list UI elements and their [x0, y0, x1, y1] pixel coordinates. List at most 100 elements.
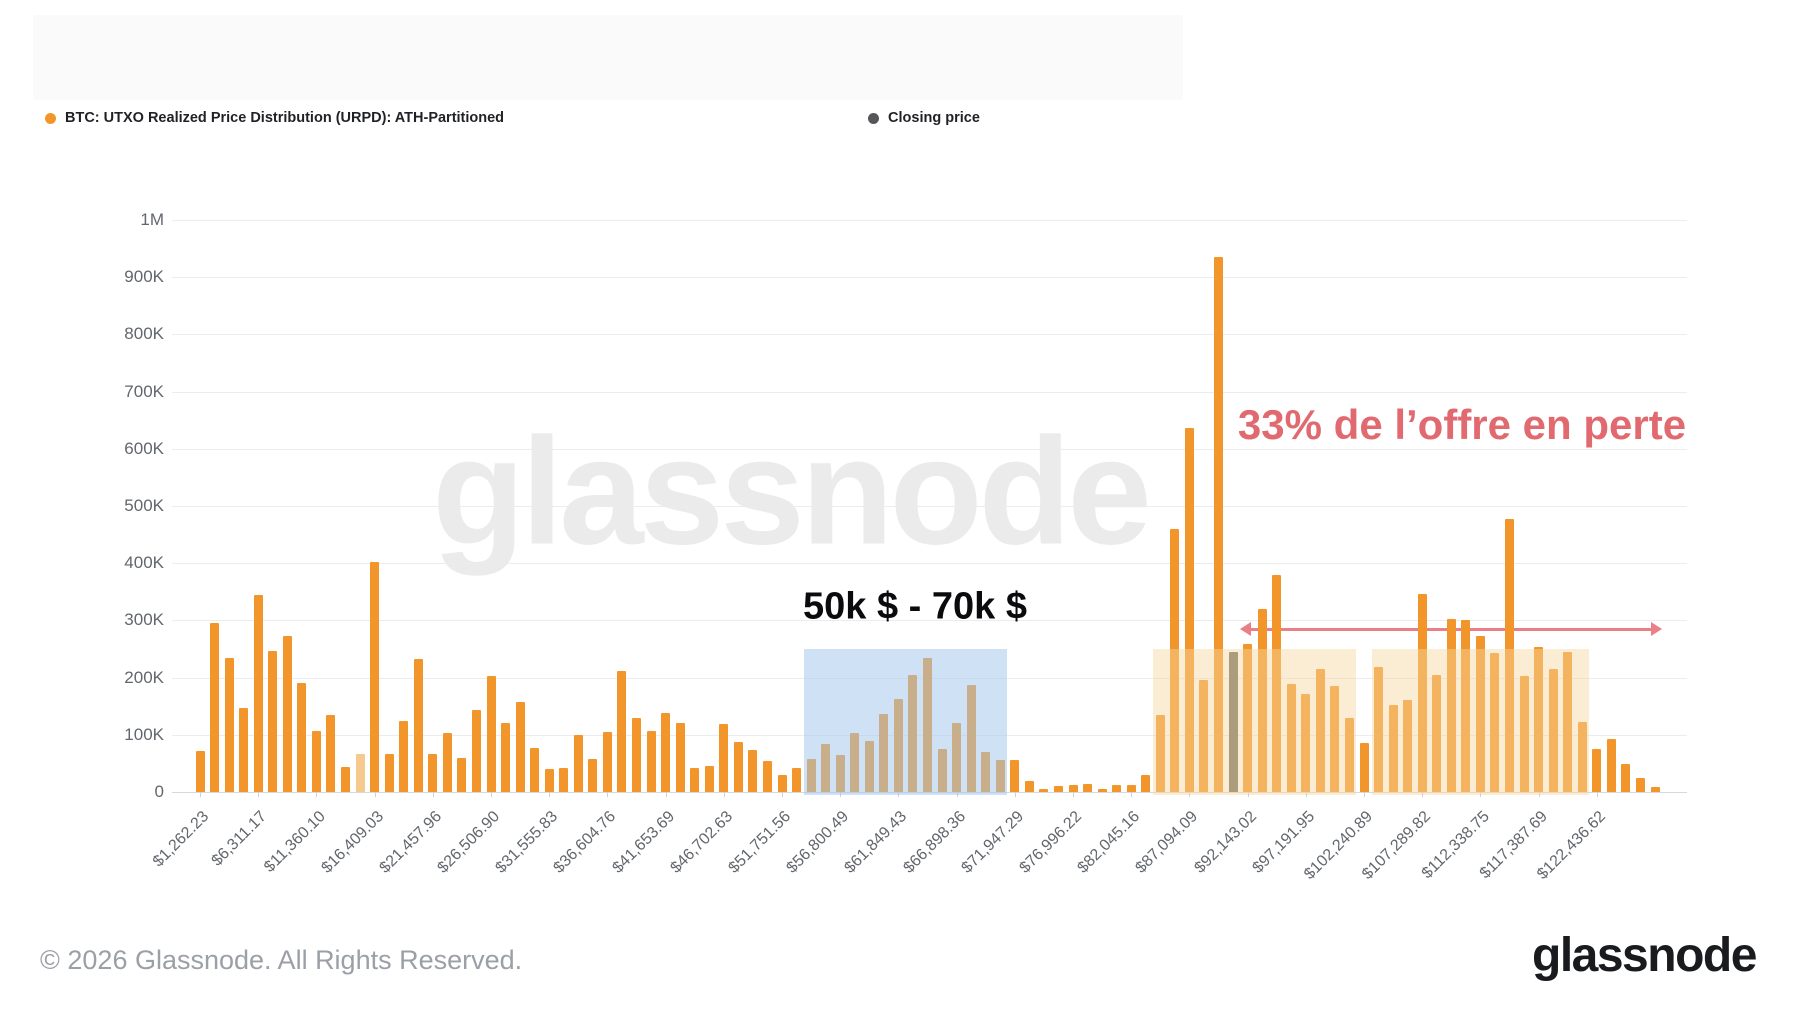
urpd-bar[interactable]: [1505, 519, 1514, 792]
urpd-bar[interactable]: [632, 718, 641, 792]
closing-price-bar[interactable]: [1228, 651, 1238, 792]
urpd-bar[interactable]: [311, 731, 321, 792]
urpd-bar[interactable]: [1053, 785, 1063, 792]
urpd-bar[interactable]: [1592, 749, 1602, 792]
gridline-800K: [172, 334, 1687, 336]
urpd-bar[interactable]: [1170, 528, 1180, 792]
urpd-bar[interactable]: [1126, 785, 1136, 792]
urpd-bar[interactable]: [1243, 644, 1253, 792]
urpd-bar[interactable]: [1635, 777, 1645, 792]
urpd-bar[interactable]: [282, 635, 292, 792]
urpd-bar[interactable]: [442, 732, 452, 792]
urpd-bar[interactable]: [1563, 652, 1573, 792]
urpd-bar[interactable]: [733, 742, 743, 792]
x-tick: [1596, 792, 1598, 797]
urpd-bar[interactable]: [1534, 646, 1544, 792]
urpd-bar[interactable]: [1403, 700, 1413, 792]
urpd-bar[interactable]: [1548, 669, 1558, 792]
y-axis-label-900K: 900K: [124, 267, 164, 287]
urpd-bar[interactable]: [530, 747, 540, 792]
urpd-bar[interactable]: [646, 730, 656, 792]
urpd-bar[interactable]: [413, 659, 423, 792]
urpd-bar[interactable]: [792, 767, 802, 792]
urpd-bar[interactable]: [1475, 635, 1485, 792]
urpd-bar[interactable]: [1272, 574, 1282, 792]
urpd-bar[interactable]: [1446, 619, 1456, 792]
legend-item-urpd[interactable]: BTC: UTXO Realized Price Distribution (U…: [45, 110, 504, 126]
urpd-bar[interactable]: [399, 721, 409, 792]
urpd-bar[interactable]: [1068, 784, 1078, 792]
urpd-bar[interactable]: [355, 754, 365, 792]
urpd-bar[interactable]: [544, 769, 554, 792]
x-tick: [782, 792, 783, 797]
urpd-bar[interactable]: [1083, 784, 1093, 792]
x-tick: [491, 792, 492, 797]
x-tick: [200, 792, 201, 797]
urpd-bar[interactable]: [1432, 674, 1442, 792]
urpd-bar[interactable]: [1374, 667, 1384, 792]
urpd-bar[interactable]: [675, 722, 685, 792]
urpd-bar[interactable]: [1417, 593, 1427, 792]
urpd-bar[interactable]: [1650, 787, 1660, 792]
urpd-bar[interactable]: [559, 767, 569, 792]
urpd-bar[interactable]: [1039, 788, 1049, 792]
urpd-bar[interactable]: [341, 766, 350, 792]
urpd-bar[interactable]: [1621, 763, 1631, 792]
urpd-bar[interactable]: [224, 657, 234, 792]
x-tick: [1538, 792, 1540, 797]
urpd-bar[interactable]: [326, 715, 336, 792]
urpd-bar[interactable]: [1519, 675, 1529, 792]
urpd-bar[interactable]: [690, 767, 700, 792]
urpd-bar[interactable]: [588, 759, 598, 792]
x-axis-label: $21,457.96: [376, 808, 445, 877]
y-axis-label-500K: 500K: [124, 496, 164, 515]
urpd-bar[interactable]: [1024, 781, 1034, 792]
urpd-bar[interactable]: [617, 671, 627, 792]
urpd-bar[interactable]: [1155, 715, 1165, 792]
urpd-bar[interactable]: [573, 735, 583, 792]
y-axis-label-400K: 400K: [124, 553, 164, 573]
legend-item-closing-price[interactable]: Closing price: [868, 110, 980, 126]
urpd-bar[interactable]: [370, 562, 380, 792]
urpd-bar[interactable]: [704, 765, 714, 792]
urpd-bar[interactable]: [1112, 784, 1122, 792]
urpd-bar[interactable]: [428, 754, 438, 792]
urpd-bar[interactable]: [1301, 693, 1311, 792]
urpd-bar[interactable]: [1199, 679, 1209, 792]
urpd-bar[interactable]: [486, 676, 496, 792]
legend: BTC: UTXO Realized Price Distribution (U…: [45, 108, 980, 128]
urpd-bar[interactable]: [762, 761, 772, 792]
urpd-bar[interactable]: [748, 749, 758, 792]
urpd-bar[interactable]: [253, 594, 263, 792]
urpd-bar[interactable]: [1184, 427, 1194, 792]
urpd-bar[interactable]: [471, 709, 481, 792]
urpd-bar[interactable]: [1286, 684, 1296, 792]
urpd-bar[interactable]: [1257, 608, 1267, 792]
urpd-bar[interactable]: [1490, 653, 1500, 792]
urpd-bar[interactable]: [297, 683, 307, 792]
urpd-bar[interactable]: [602, 731, 612, 792]
urpd-bar[interactable]: [1359, 743, 1369, 792]
urpd-bar[interactable]: [1606, 739, 1616, 792]
urpd-bar[interactable]: [268, 650, 278, 792]
urpd-bar[interactable]: [1577, 722, 1587, 792]
urpd-bar[interactable]: [1141, 774, 1151, 792]
urpd-bar[interactable]: [384, 754, 394, 792]
urpd-bar[interactable]: [501, 722, 511, 792]
urpd-bar[interactable]: [1315, 669, 1325, 792]
urpd-bar[interactable]: [457, 758, 467, 792]
urpd-bar[interactable]: [1010, 759, 1020, 792]
urpd-bar[interactable]: [1214, 257, 1223, 792]
urpd-bar[interactable]: [515, 701, 525, 792]
urpd-bar[interactable]: [1330, 686, 1340, 792]
urpd-bar[interactable]: [661, 712, 671, 792]
urpd-bar[interactable]: [210, 623, 220, 792]
urpd-bar[interactable]: [719, 723, 729, 792]
urpd-bar[interactable]: [1461, 620, 1471, 792]
urpd-bar[interactable]: [1388, 705, 1398, 792]
urpd-bar[interactable]: [1097, 789, 1107, 792]
urpd-bar[interactable]: [1344, 717, 1354, 792]
urpd-bar[interactable]: [195, 750, 205, 792]
urpd-bar[interactable]: [777, 774, 787, 792]
urpd-bar[interactable]: [239, 707, 249, 792]
